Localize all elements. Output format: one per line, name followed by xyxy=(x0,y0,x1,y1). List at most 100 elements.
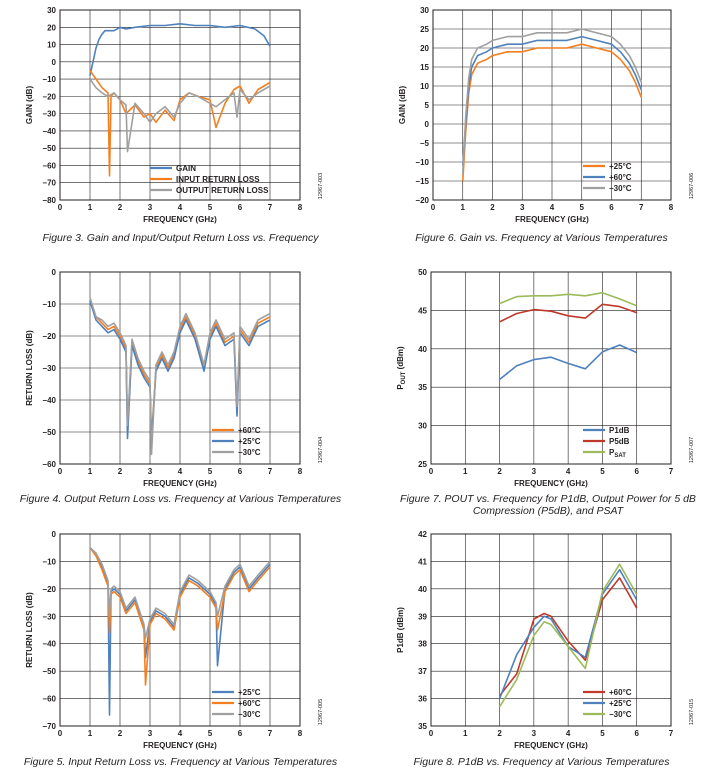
y-tick-label: −50 xyxy=(42,667,56,676)
y-tick-label: −50 xyxy=(42,428,56,437)
chart-figure-4: 0 1 2 3 4 5 6 7 8 0 −10 −20 −30 −40 −50 −60 FREQUENCY (G… xyxy=(0,262,361,490)
x-tick-label: 0 xyxy=(58,467,63,476)
legend-label: +25°C xyxy=(238,688,261,697)
chart-figure-7: 0 1 2 3 4 5 6 7 50 45 40 35 30 25 FREQUENCY (GHz) POUT … xyxy=(361,262,722,490)
figure-caption: Figure 3. Gain and Input/Output Return L… xyxy=(42,232,319,244)
x-tick-label: 1 xyxy=(88,467,93,476)
x-tick-label: 6 xyxy=(609,203,614,212)
x-axis-label: FREQUENCY (GHz) xyxy=(514,741,588,750)
figure-caption: Figure 4. Output Return Loss vs. Frequen… xyxy=(19,493,342,505)
x-tick-label: 0 xyxy=(429,467,434,476)
x-tick-label: 6 xyxy=(634,467,639,476)
x-tick-label: 8 xyxy=(298,203,303,212)
figure-caption: Figure 6. Gain vs. Frequency at Various … xyxy=(415,232,668,244)
y-tick-label: −40 xyxy=(42,396,56,405)
y-tick-label: 36 xyxy=(418,695,427,704)
chart-svg: 0 1 2 3 4 5 6 7 8 0 −10 −20 −30 −40 −50 −60 FREQUENCY (G… xyxy=(25,268,324,488)
x-axis-label: FREQUENCY (GHz) xyxy=(143,479,217,488)
series-line xyxy=(89,547,271,639)
y-tick-label: −15 xyxy=(415,177,429,186)
x-tick-label: 4 xyxy=(550,203,555,212)
y-tick-label: 30 xyxy=(47,6,56,15)
x-tick-label: 6 xyxy=(238,729,243,738)
y-tick-label: 42 xyxy=(418,530,427,539)
legend-label: −30°C xyxy=(238,710,261,719)
y-axis-label: RETURN LOSS (dB) xyxy=(25,592,34,668)
y-tick-label: −80 xyxy=(42,196,56,205)
legend-label: PSAT xyxy=(609,448,626,459)
plot-frame xyxy=(59,533,301,727)
x-tick-label: 6 xyxy=(238,203,243,212)
x-axis-label: FREQUENCY (GHz) xyxy=(143,215,217,224)
y-tick-label: −50 xyxy=(42,144,56,153)
legend-label: −30°C xyxy=(238,448,261,457)
figure-code: 12967-015 xyxy=(689,699,695,725)
x-tick-label: 3 xyxy=(148,467,153,476)
y-axis-label: GAIN (dB) xyxy=(25,86,34,125)
y-tick-label: 0 xyxy=(425,120,430,129)
y-axis-label: RETURN LOSS (dB) xyxy=(25,330,34,406)
series-line xyxy=(89,297,271,456)
chart-svg: 0 1 2 3 4 5 6 7 8 0 −10 −20 −30 −40 −50 −60 −70 FREQUENCY… xyxy=(25,530,324,750)
y-tick-label: 30 xyxy=(418,422,427,431)
y-tick-label: −60 xyxy=(42,460,56,469)
x-tick-label: 7 xyxy=(669,729,674,738)
series-line xyxy=(89,23,271,76)
legend-label: +60°C xyxy=(238,699,261,708)
legend-label: P5dB xyxy=(609,437,630,446)
legend-label: OUTPUT RETURN LOSS xyxy=(176,186,269,195)
x-tick-label: 1 xyxy=(461,203,466,212)
plot-frame xyxy=(430,271,672,465)
chart-figure-6: 0 1 2 3 4 5 6 7 8 30 25 20 15 10 5 0 −5 −10 −15 −20 FREQUENC… xyxy=(361,0,722,230)
x-tick-label: 3 xyxy=(532,467,537,476)
y-tick-label: −60 xyxy=(42,695,56,704)
x-tick-label: 5 xyxy=(208,467,213,476)
x-tick-label: 1 xyxy=(88,203,93,212)
x-tick-label: 1 xyxy=(463,729,468,738)
x-tick-label: 1 xyxy=(463,467,468,476)
y-tick-label: 50 xyxy=(418,268,427,277)
series-line xyxy=(499,344,638,381)
legend-label: −30°C xyxy=(609,184,632,193)
figure-code: 12967-006 xyxy=(689,173,695,199)
figure-code: 12967-007 xyxy=(689,437,695,463)
x-tick-label: 2 xyxy=(497,729,502,738)
y-tick-label: 39 xyxy=(418,612,427,621)
x-tick-label: 2 xyxy=(118,729,123,738)
chart-svg: 0 1 2 3 4 5 6 7 8 30 25 20 15 10 5 0 −5 −10 −15 −20 FREQUENC… xyxy=(398,6,695,224)
y-tick-label: 20 xyxy=(420,44,429,53)
x-tick-label: 3 xyxy=(148,203,153,212)
series-line xyxy=(498,563,638,708)
x-tick-label: 7 xyxy=(639,203,644,212)
x-tick-label: 3 xyxy=(148,729,153,738)
x-tick-label: 7 xyxy=(669,467,674,476)
figure-caption: Figure 7. POUT vs. Frequency for P1dB, O… xyxy=(400,493,696,517)
x-tick-label: 5 xyxy=(580,203,585,212)
y-tick-label: 25 xyxy=(418,460,427,469)
legend-label: GAIN xyxy=(176,164,196,173)
x-tick-label: 4 xyxy=(178,729,183,738)
legend-label: +25°C xyxy=(609,162,632,171)
y-tick-label: 35 xyxy=(418,722,427,731)
figure-code: 12967-004 xyxy=(318,437,324,463)
y-tick-label: 20 xyxy=(47,23,56,32)
y-tick-label: −20 xyxy=(415,196,429,205)
x-tick-label: 3 xyxy=(520,203,525,212)
x-axis-label: FREQUENCY (GHz) xyxy=(515,215,589,224)
series-line xyxy=(498,568,638,699)
x-tick-label: 0 xyxy=(431,203,436,212)
y-tick-label: 35 xyxy=(418,383,427,392)
x-tick-label: 0 xyxy=(58,729,63,738)
x-axis-label: FREQUENCY (GHz) xyxy=(514,479,588,488)
y-axis-label: POUT (dBm) xyxy=(396,346,407,390)
series-line xyxy=(462,35,643,166)
y-tick-label: −5 xyxy=(420,139,430,148)
y-tick-label: −30 xyxy=(42,364,56,373)
y-tick-label: 40 xyxy=(418,345,427,354)
y-tick-label: −60 xyxy=(42,161,56,170)
legend-label: +60°C xyxy=(609,173,632,182)
y-tick-label: −70 xyxy=(42,179,56,188)
y-axis-label: GAIN (dB) xyxy=(398,86,407,125)
x-tick-label: 6 xyxy=(238,467,243,476)
